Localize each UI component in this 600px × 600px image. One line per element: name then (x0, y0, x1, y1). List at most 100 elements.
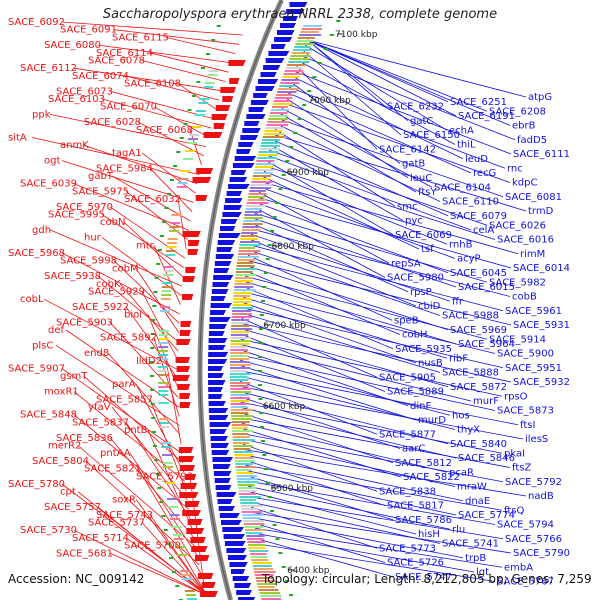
reverse-connector (287, 92, 472, 174)
forward-connector (61, 21, 243, 36)
reverse-connector (273, 134, 527, 212)
gc-mark (258, 384, 263, 386)
cog-band (297, 37, 315, 39)
reverse-gene-label: SACE_5794 (497, 520, 554, 531)
reverse-gene-feature (271, 44, 286, 49)
cog-band (230, 376, 248, 378)
reverse-gene-feature (248, 107, 265, 112)
cog-band (230, 367, 251, 369)
cog-band (233, 298, 252, 300)
cog-band (194, 114, 205, 116)
forward-connector (49, 229, 183, 287)
reverse-gene-label: SACE_5889 (387, 387, 444, 398)
cog-band (237, 256, 260, 258)
forward-gene-feature (185, 267, 196, 273)
forward-connector (101, 237, 182, 296)
cog-band (252, 565, 272, 567)
gc-mark (312, 76, 317, 78)
cog-band (238, 490, 257, 492)
gc-mark (285, 160, 290, 162)
cog-band (246, 535, 265, 537)
cog-band (281, 79, 299, 81)
reverse-gene-feature (211, 296, 226, 301)
gc-mark (179, 137, 184, 139)
reverse-gene-label: SACE_6208 (489, 106, 546, 117)
reverse-gene-feature (221, 520, 242, 525)
reverse-gene-feature (223, 534, 246, 539)
cog-band (160, 310, 170, 312)
cog-band (258, 151, 279, 153)
forward-gene-label: SACE_5780 (8, 479, 65, 490)
reverse-connector (249, 496, 504, 540)
forward-connector (153, 106, 209, 138)
cog-band (238, 253, 259, 255)
forward-gene-feature (185, 501, 200, 507)
reverse-gene-label: SACE_5905 (379, 372, 436, 383)
cog-band (237, 484, 255, 486)
forward-gene-feature (195, 555, 210, 561)
cog-band (230, 397, 251, 399)
cog-band (231, 322, 249, 324)
cog-band (169, 514, 180, 516)
cog-band (232, 304, 252, 306)
reverse-connector (243, 443, 378, 492)
reverse-connector (274, 128, 396, 207)
cog-band (264, 130, 282, 132)
gc-mark (258, 370, 262, 372)
reverse-gene-label: SACE_6111 (513, 149, 570, 160)
reverse-connector (261, 181, 519, 255)
cog-band (158, 390, 169, 392)
reverse-gene-label: ffr (452, 296, 464, 307)
gc-mark (261, 440, 265, 442)
cog-band (303, 25, 322, 27)
cog-band (240, 235, 258, 237)
cog-band (234, 280, 253, 282)
reverse-gene-feature (240, 135, 259, 140)
cog-band (230, 406, 249, 408)
reverse-gene-label: ftsY (418, 187, 437, 198)
reverse-connector (239, 375, 456, 430)
reverse-gene-feature (215, 254, 235, 259)
forward-gene-feature (190, 537, 206, 543)
reverse-connector (253, 522, 386, 563)
cog-band (232, 310, 252, 312)
gc-mark (173, 165, 177, 167)
forward-gene-label: SACE_6032 (124, 194, 181, 205)
cog-band (230, 343, 250, 345)
forward-gene-feature (178, 447, 194, 453)
cog-band (242, 517, 261, 519)
cog-band (246, 538, 264, 540)
cog-band (290, 55, 311, 57)
cog-band (233, 289, 256, 291)
reverse-gene-label: rpsO (504, 391, 528, 402)
cog-band (263, 133, 285, 135)
forward-gene-label: ppk (32, 109, 51, 120)
reverse-gene-label: SACE_6142 (379, 144, 436, 155)
cog-band (291, 52, 311, 54)
cog-band (240, 502, 259, 504)
cog-band (292, 49, 312, 51)
cog-band (158, 374, 168, 376)
forward-gene-feature (178, 456, 195, 462)
cog-band (242, 514, 264, 516)
forward-gene-feature (196, 168, 214, 174)
cog-band (176, 554, 187, 556)
forward-gene-label: SACE_6092 (8, 17, 65, 28)
reverse-connector (248, 249, 441, 316)
reverse-gene-label: SACE_5900 (497, 349, 554, 360)
gc-mark (259, 328, 264, 330)
forward-connector (177, 199, 187, 249)
reverse-connector (242, 433, 504, 483)
reverse-gene-label: SACE_5792 (505, 477, 562, 488)
reverse-gene-label: SACE_5888 (442, 368, 499, 379)
gc-mark (191, 95, 196, 97)
forward-connector (177, 83, 217, 110)
reverse-gene-feature (226, 548, 247, 553)
reverse-connector (267, 155, 472, 231)
forward-gene-feature (176, 366, 190, 372)
reverse-gene-feature (280, 23, 296, 28)
cog-band (231, 415, 253, 417)
gc-mark (259, 426, 264, 428)
reverse-connector (240, 344, 472, 402)
gc-mark (317, 62, 322, 64)
